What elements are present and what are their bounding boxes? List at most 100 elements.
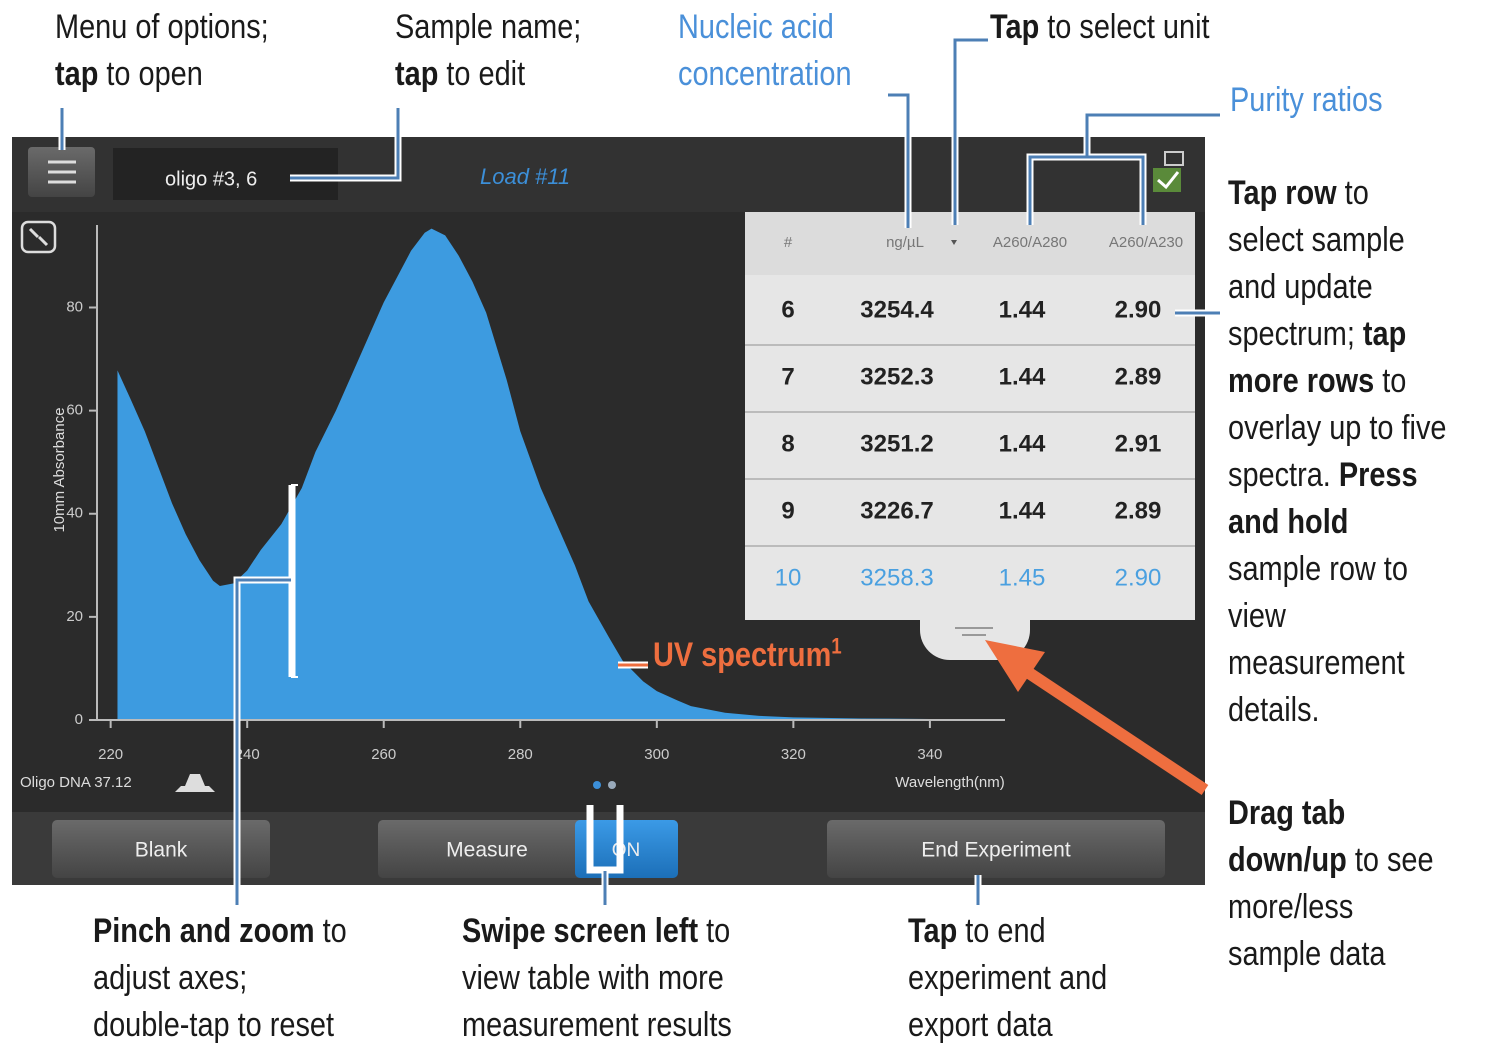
table-cell[interactable]: 7 [781,363,794,390]
measure-toggle-on[interactable] [575,820,678,878]
table-header: # [784,234,793,251]
x-tick-label: 320 [781,746,806,763]
y-tick-label: 80 [66,298,83,315]
annotation-text: concentration [678,55,852,93]
annotation-unit: Tap to select unit [990,4,1210,51]
table-cell[interactable]: 2.90 [1115,564,1162,591]
unit-dropdown-arrow[interactable] [951,240,957,245]
sample-name-field[interactable] [113,148,338,200]
annotation-line: Purity ratios [1230,77,1383,124]
spectrum-chart: 0 20 40 60 80 220 240 260 280 300 320 340 Wavelength… [51,225,1005,791]
table-cell[interactable]: 3254.4 [860,296,934,323]
annotation-text: Menu of options; [55,8,269,46]
spectrum-area [117,228,999,720]
annotation-swipe: Swipe screen left to view table with more… [462,908,732,1049]
table-cell[interactable]: 2.89 [1115,497,1162,524]
annotation-line: and hold [1228,499,1446,546]
annotation-text: select sample [1228,221,1405,259]
uv-spectrum-label: UV spectrum1 [653,632,842,679]
x-tick-label: 300 [644,746,669,763]
table-cell[interactable]: 3252.3 [860,363,933,390]
annotation-text: Sample name; [395,8,582,46]
table-cell[interactable]: 1.45 [999,564,1046,591]
table-cell[interactable]: 3258.3 [860,564,933,591]
annotation-sample: Sample name; tap to edit [395,4,581,98]
annotation-line: Swipe screen left to [462,908,732,955]
end-button-bg[interactable] [827,820,1165,878]
zoom-reset-icon[interactable] [20,220,57,254]
table-cell[interactable]: 2.89 [1115,363,1162,390]
end-experiment-button[interactable]: End Experiment [921,839,1071,862]
annotation-line: Sample name; [395,4,581,51]
table-cell[interactable]: 9 [781,497,794,524]
measure-button[interactable]: Measure [446,839,528,862]
uv-text: UV spectrum [653,636,832,674]
annotation-text: to edit [438,55,526,93]
annotation-text: to [1336,174,1369,212]
table-cell[interactable]: 2.91 [1115,430,1162,457]
annotation-text: spectrum; [1228,315,1363,353]
callout-line [60,38,1220,905]
annotation-text: Swipe screen left [462,912,699,950]
cuvette-icon-base [175,786,215,792]
annotation-menu: Menu of options; tap to open [55,4,269,98]
uv-footnote: 1 [831,633,842,659]
table-cell[interactable]: 10 [775,564,802,591]
annotation-line: down/up to see [1228,837,1434,884]
annotation-line: view table with more [462,955,732,1002]
annotation-text: double-tap to reset [93,1006,335,1044]
annotation-text: Pinch and zoom [93,912,315,950]
annotation-line: concentration [678,51,852,98]
table-cell[interactable]: 1.44 [999,497,1046,524]
annotation-line: Menu of options; [55,4,269,51]
annotation-line: details. [1228,687,1446,734]
export-icon[interactable] [1153,151,1184,192]
annotation-line: export data [908,1002,1107,1049]
export-icon-check [1157,171,1180,190]
annotation-end: Tap to end experiment and export data [908,908,1107,1049]
annotation-line: Nucleic acid [678,4,852,51]
table-header[interactable]: ng/µL [886,234,924,251]
table-cell[interactable]: 1.44 [999,296,1046,323]
table-header: A260/A280 [993,234,1067,251]
annotation-text: to open [98,55,203,93]
blank-button-bg[interactable] [52,820,270,878]
cuvette-icon-top [185,774,205,786]
table-cell[interactable]: 6 [781,296,794,323]
annotation-text: to see [1346,841,1434,879]
annotation-line: spectrum; tap [1228,311,1446,358]
x-tick-label: 280 [508,746,533,763]
annotation-text: more rows [1228,362,1375,400]
annotation-row: Tap row to select sample and update spectru… [1228,170,1446,734]
annotation-text: Purity ratios [1230,81,1383,119]
results-table: # ng/µL A260/A280 A260/A230 6 3254.4 1.44 2.90 7… [745,212,1195,660]
table-cell[interactable]: 1.44 [999,363,1046,390]
annotation-text: export data [908,1006,1053,1044]
load-label: Load #11 [480,164,570,189]
page-dot-active [593,781,601,789]
annotation-text: spectra. [1228,456,1339,494]
blank-button[interactable]: Blank [135,839,188,862]
y-tick-label: 40 [66,505,83,522]
annotation-line: experiment and [908,955,1107,1002]
annotation-purity: Purity ratios [1230,77,1383,124]
annotation-line: Tap to select unit [990,4,1210,51]
annotation-line: tap to edit [395,51,581,98]
table-cell[interactable]: 3251.2 [860,430,933,457]
y-tick-label: 20 [66,608,83,625]
annotation-line: sample data [1228,931,1434,978]
table-cell[interactable]: 2.90 [1115,296,1162,323]
annotation-text: Drag tab [1228,794,1346,832]
table-header-bg [745,212,1195,275]
sample-name[interactable]: oligo #3, 6 [165,168,257,190]
menu-button[interactable] [28,147,95,197]
cuvette-icon [175,774,215,792]
x-tick-label: 340 [917,746,942,763]
annotation-text: sample row to [1228,550,1408,588]
table-cell[interactable]: 8 [781,430,794,457]
table-cell[interactable]: 1.44 [999,430,1046,457]
table-cell[interactable]: 3226.7 [860,497,933,524]
annotation-text: Tap row [1228,174,1337,212]
on-label[interactable]: ON [612,840,641,861]
